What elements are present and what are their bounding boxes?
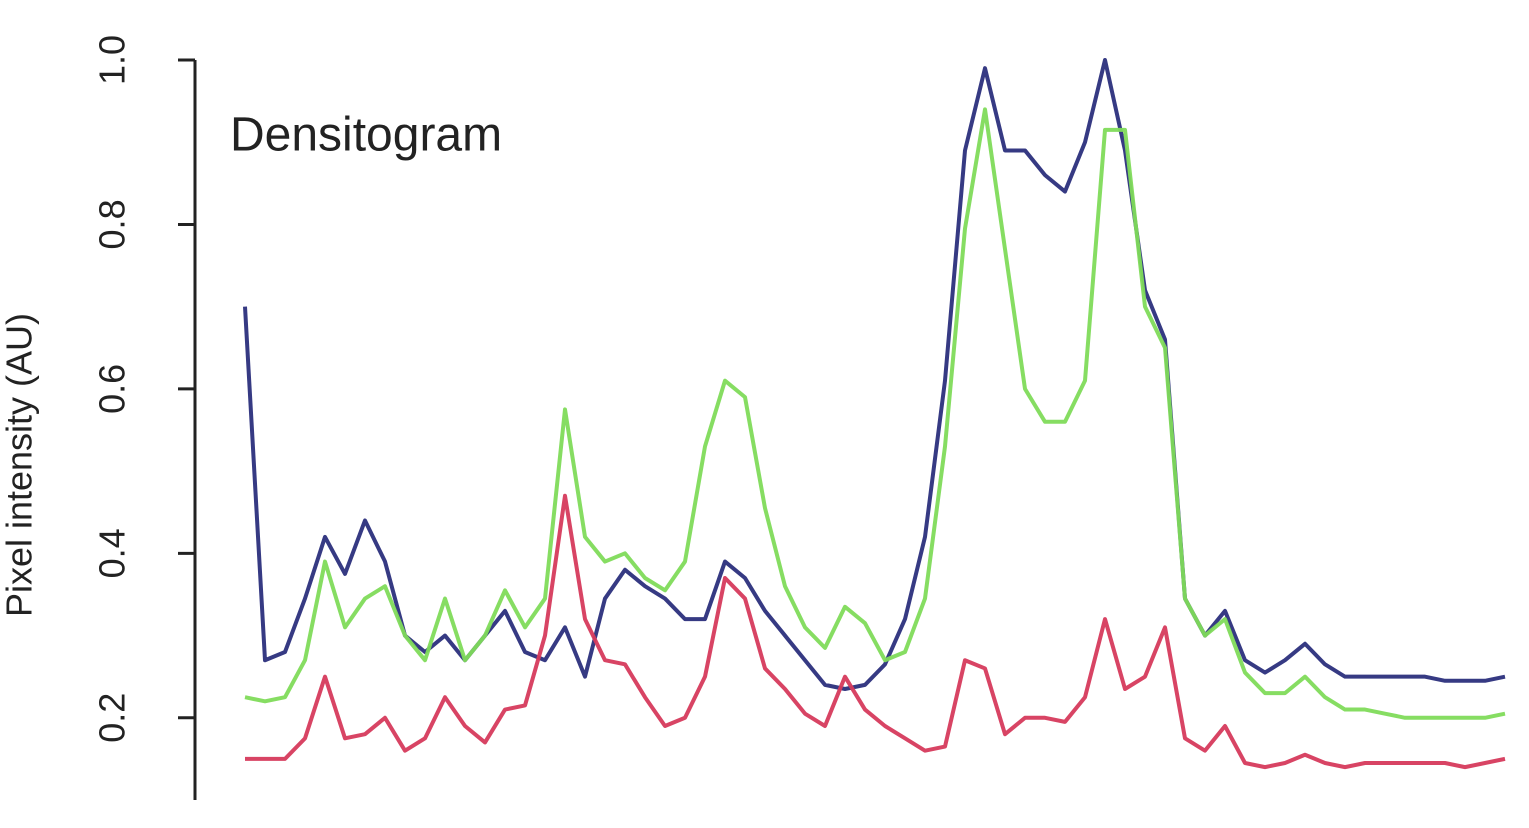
annotation: Densitogram: [230, 109, 502, 162]
y-axis-label: Pixel intensity (AU): [0, 313, 40, 617]
line: [243, 58, 1506, 691]
y-tick-label: 0.2: [92, 693, 133, 743]
y-tick-label: 0.6: [92, 364, 133, 414]
line: [245, 493, 1506, 770]
y-tick-label: 0.4: [92, 528, 133, 578]
y-tick-label: 1.0: [92, 35, 133, 85]
line: [244, 107, 1506, 720]
y-tick-label: 0.8: [92, 199, 133, 249]
